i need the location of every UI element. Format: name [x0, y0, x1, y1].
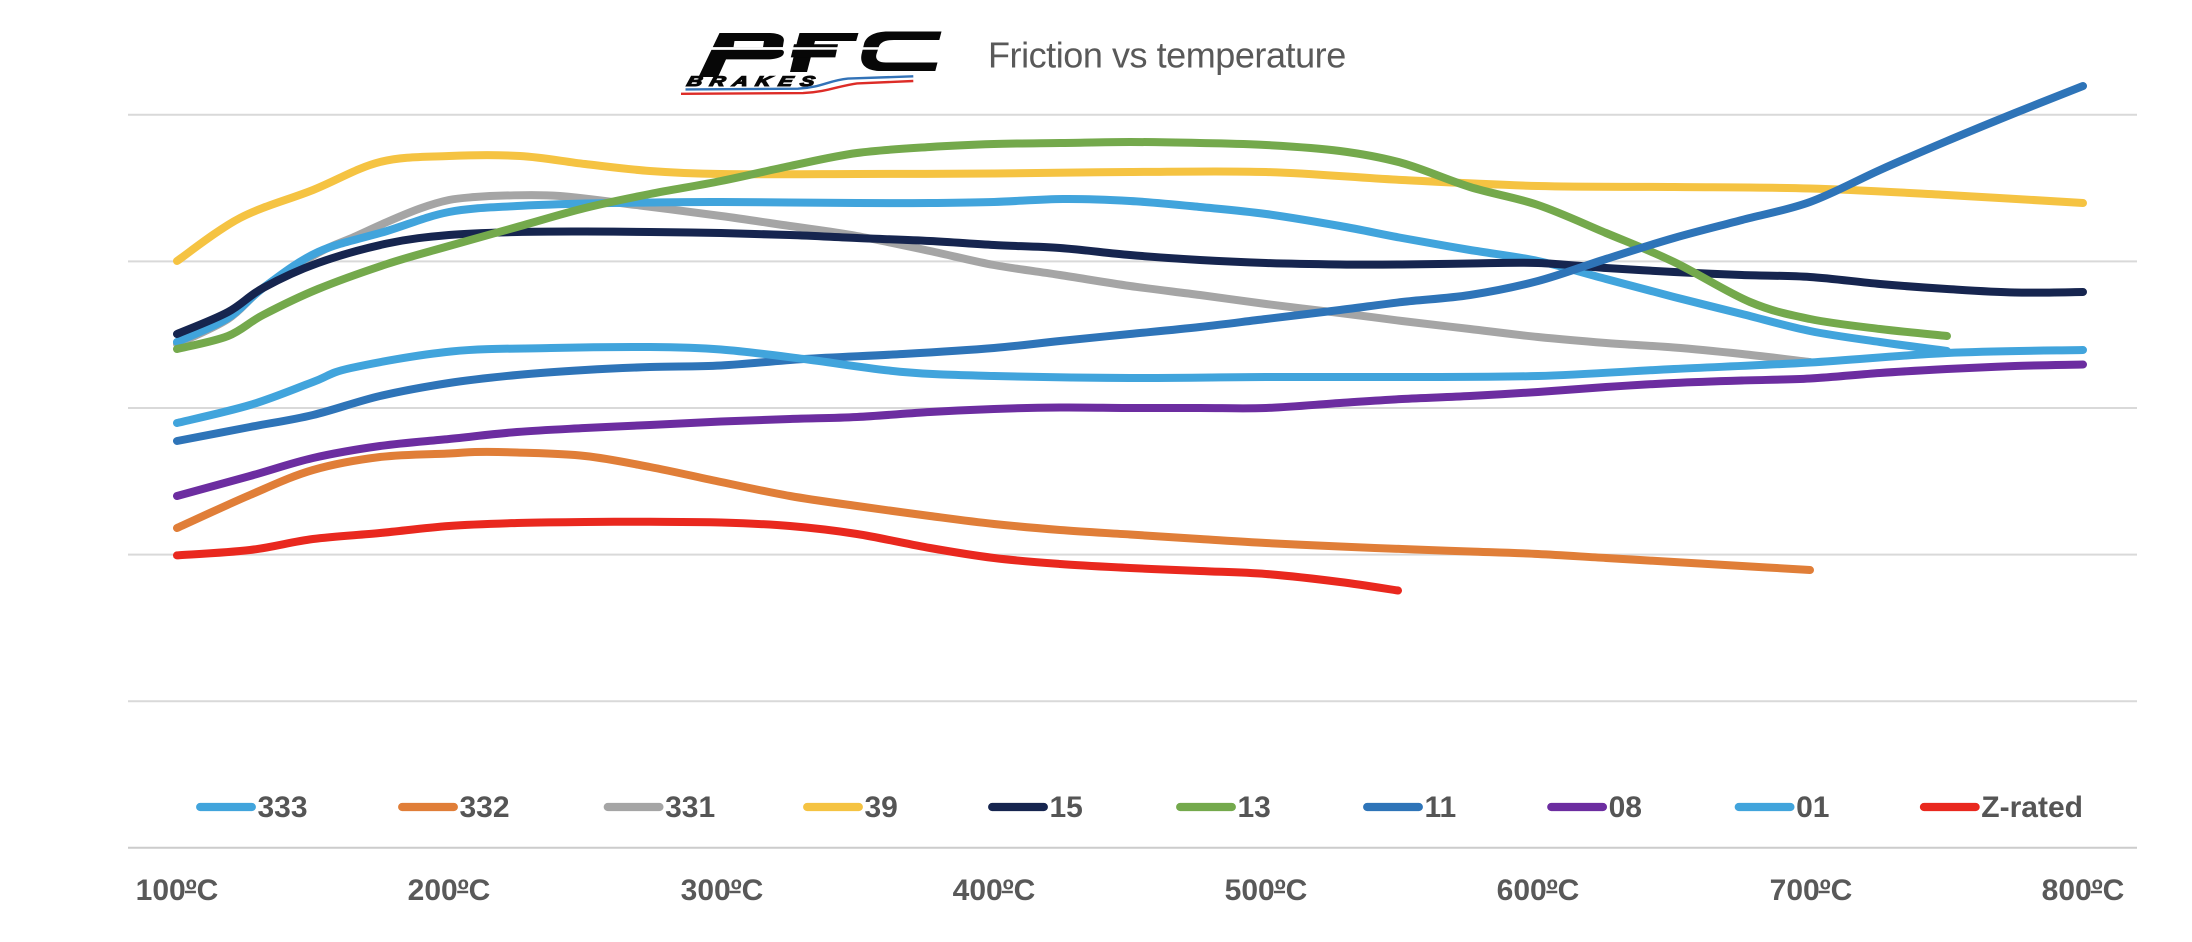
svg-text:BRAKES: BRAKES	[685, 73, 824, 89]
svg-text:11: 11	[1425, 791, 1457, 824]
svg-text:500ºC: 500ºC	[1225, 874, 1308, 907]
svg-text:400ºC: 400ºC	[953, 874, 1036, 907]
svg-text:800ºC: 800ºC	[2042, 874, 2125, 907]
svg-text:600ºC: 600ºC	[1497, 874, 1580, 907]
svg-text:700ºC: 700ºC	[1770, 874, 1853, 907]
svg-text:13: 13	[1238, 791, 1271, 824]
svg-text:333: 333	[258, 791, 308, 824]
svg-text:08: 08	[1609, 791, 1642, 824]
svg-text:Friction vs temperature: Friction vs temperature	[988, 35, 1346, 76]
svg-text:100ºC: 100ºC	[136, 874, 219, 907]
svg-text:200ºC: 200ºC	[408, 874, 491, 907]
svg-text:300ºC: 300ºC	[681, 874, 764, 907]
svg-text:332: 332	[460, 791, 510, 824]
svg-text:15: 15	[1050, 791, 1083, 824]
svg-text:39: 39	[865, 791, 898, 824]
svg-text:331: 331	[665, 791, 715, 824]
svg-text:01: 01	[1796, 791, 1829, 824]
svg-text:Z-rated: Z-rated	[1981, 791, 2083, 824]
